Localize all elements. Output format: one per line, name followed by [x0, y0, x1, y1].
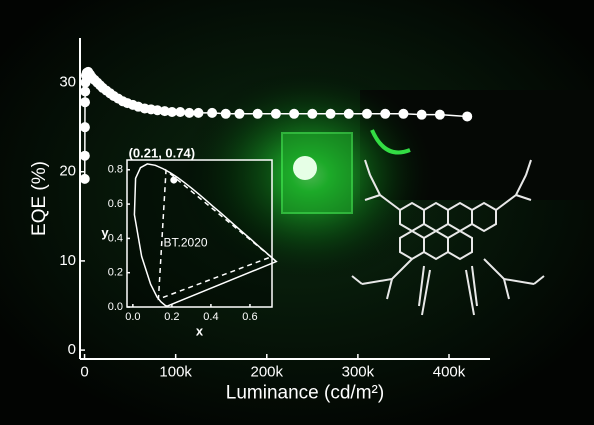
data-point: [175, 107, 185, 117]
chart: 0 100k 200k 300k 400k 0 10 20 30 Luminance (cd/m²…: [0, 0, 594, 425]
annotation: (0.21, 0.74): [129, 145, 196, 160]
series-label: BT.2020: [164, 236, 208, 250]
x-tick-label: 100k: [159, 363, 192, 380]
y-axis-label: y: [101, 225, 109, 240]
data-point: [253, 109, 263, 119]
y-tick-label: 0.0: [108, 301, 123, 313]
y-tick-label: 20: [59, 163, 76, 180]
data-point: [462, 111, 472, 121]
data-point: [344, 109, 354, 119]
x-tick-label: 400k: [433, 363, 466, 380]
inset-frame: [127, 160, 272, 307]
page: 0 100k 200k 300k 400k 0 10 20 30 Luminance (cd/m²…: [0, 0, 594, 425]
data-point: [80, 151, 90, 161]
data-point: [207, 108, 217, 118]
data-point: [80, 174, 90, 184]
x-tick-label: 300k: [342, 363, 375, 380]
y-tick-label: 0.8: [108, 164, 123, 176]
y-tick-label: 30: [59, 74, 76, 91]
emission: [293, 156, 317, 180]
x-tick-label: 0.6: [242, 311, 257, 323]
y-axis-label: EQE (%): [29, 161, 50, 236]
data-point: [417, 110, 427, 120]
x-tick-label: 0.0: [125, 311, 140, 323]
x-tick-label: 0.2: [164, 311, 179, 323]
data-point: [307, 109, 317, 119]
x-axis-label: x: [196, 324, 204, 339]
data-point: [380, 109, 390, 119]
data-point: [221, 109, 231, 119]
device: [282, 133, 352, 213]
data-point: [271, 109, 281, 119]
x-axis-label: Luminance (cd/m²): [226, 383, 384, 404]
data-point: [170, 177, 177, 184]
data-point: [362, 109, 372, 119]
x-tick-label: 200k: [251, 363, 284, 380]
y-tick-label: 0.6: [108, 198, 123, 210]
data-point: [80, 122, 90, 132]
data-point: [435, 110, 445, 120]
y-tick-label: 0.4: [108, 232, 123, 244]
y-tick-label: 10: [59, 252, 76, 269]
data-point: [289, 109, 299, 119]
data-point: [80, 97, 90, 107]
data-point: [234, 109, 244, 119]
x-tick-label: 0.4: [203, 311, 218, 323]
x-tick-label: 0: [80, 363, 88, 380]
data-point: [184, 108, 194, 118]
data-point: [326, 109, 336, 119]
data-point: [80, 87, 90, 97]
data-point: [398, 109, 408, 119]
data-point: [193, 108, 203, 118]
y-tick-label: 0.2: [108, 267, 123, 279]
y-tick-label: 0: [68, 341, 76, 358]
